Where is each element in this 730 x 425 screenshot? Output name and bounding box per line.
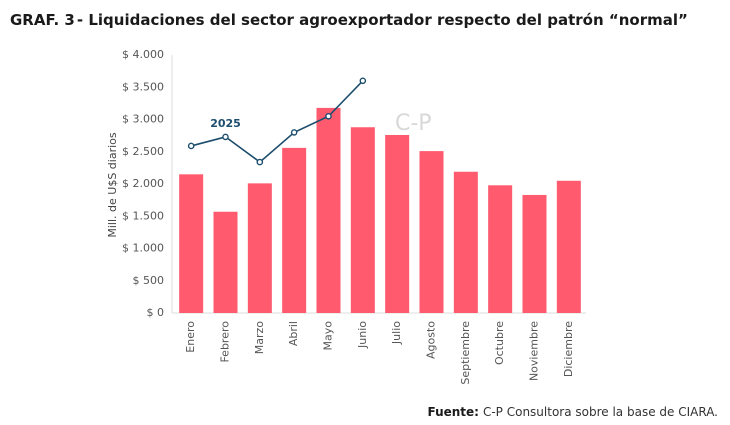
y-tick-label: $ 4.000 xyxy=(122,48,164,61)
source-label: Fuente: xyxy=(427,405,479,419)
bar xyxy=(213,211,238,313)
x-tick-label: Diciembre xyxy=(562,321,575,377)
line-point xyxy=(290,129,298,136)
line xyxy=(190,80,364,164)
source-text: C-P Consultora sobre la base de CIARA. xyxy=(483,405,718,419)
bar xyxy=(453,171,478,313)
y-tick-label: $ 2.000 xyxy=(122,177,164,190)
bar xyxy=(247,183,272,313)
title-text: - Liquidaciones del sector agroexportado… xyxy=(77,11,688,29)
line-point xyxy=(187,142,195,150)
bar xyxy=(316,107,341,313)
title: GRAF. 3- Liquidaciones del sector agroex… xyxy=(10,11,688,29)
bar xyxy=(522,194,547,313)
y-tick-label: $ 500 xyxy=(133,274,165,287)
watermark: C-P xyxy=(395,111,432,136)
bar xyxy=(350,127,375,314)
y-axis-label: Mill. de U$S diarios xyxy=(106,132,119,238)
bar xyxy=(282,147,307,313)
y-tick-label: $ 0 xyxy=(147,306,165,319)
x-tick-label: Octubre xyxy=(493,321,506,365)
line-label: 2025 xyxy=(210,117,241,130)
x-tick-label: Julio xyxy=(390,321,403,345)
line-point xyxy=(359,77,367,85)
bar xyxy=(179,174,204,313)
line-point xyxy=(256,158,264,166)
x-tick-label: Junio xyxy=(356,321,369,349)
x-tick-label: Agosto xyxy=(425,321,438,359)
line-point xyxy=(325,112,332,120)
x-tick-label: Septiembre xyxy=(459,321,472,385)
y-tick-label: $ 3.000 xyxy=(122,113,164,126)
x-tick-label: Noviembre xyxy=(528,321,541,381)
bar xyxy=(488,185,513,313)
x-tick-label: Febrero xyxy=(219,321,232,363)
x-tick-label: Abril xyxy=(287,321,300,346)
source: Fuente: C-P Consultora sobre la base de C… xyxy=(427,405,718,419)
y-tick-label: $ 1.000 xyxy=(122,242,164,255)
y-tick-label: $ 3.500 xyxy=(122,80,164,93)
bar xyxy=(419,151,444,313)
y-tick-label: $ 1.500 xyxy=(122,209,164,222)
bar xyxy=(556,180,581,313)
y-tick-label: $ 2.500 xyxy=(122,145,164,158)
bar xyxy=(385,134,410,313)
x-tick-label: Marzo xyxy=(253,321,266,355)
x-tick-label: Mayo xyxy=(322,321,335,351)
title-prefix: GRAF. 3 xyxy=(10,11,75,29)
x-tick-label: Enero xyxy=(184,321,197,353)
line-point xyxy=(222,133,229,141)
